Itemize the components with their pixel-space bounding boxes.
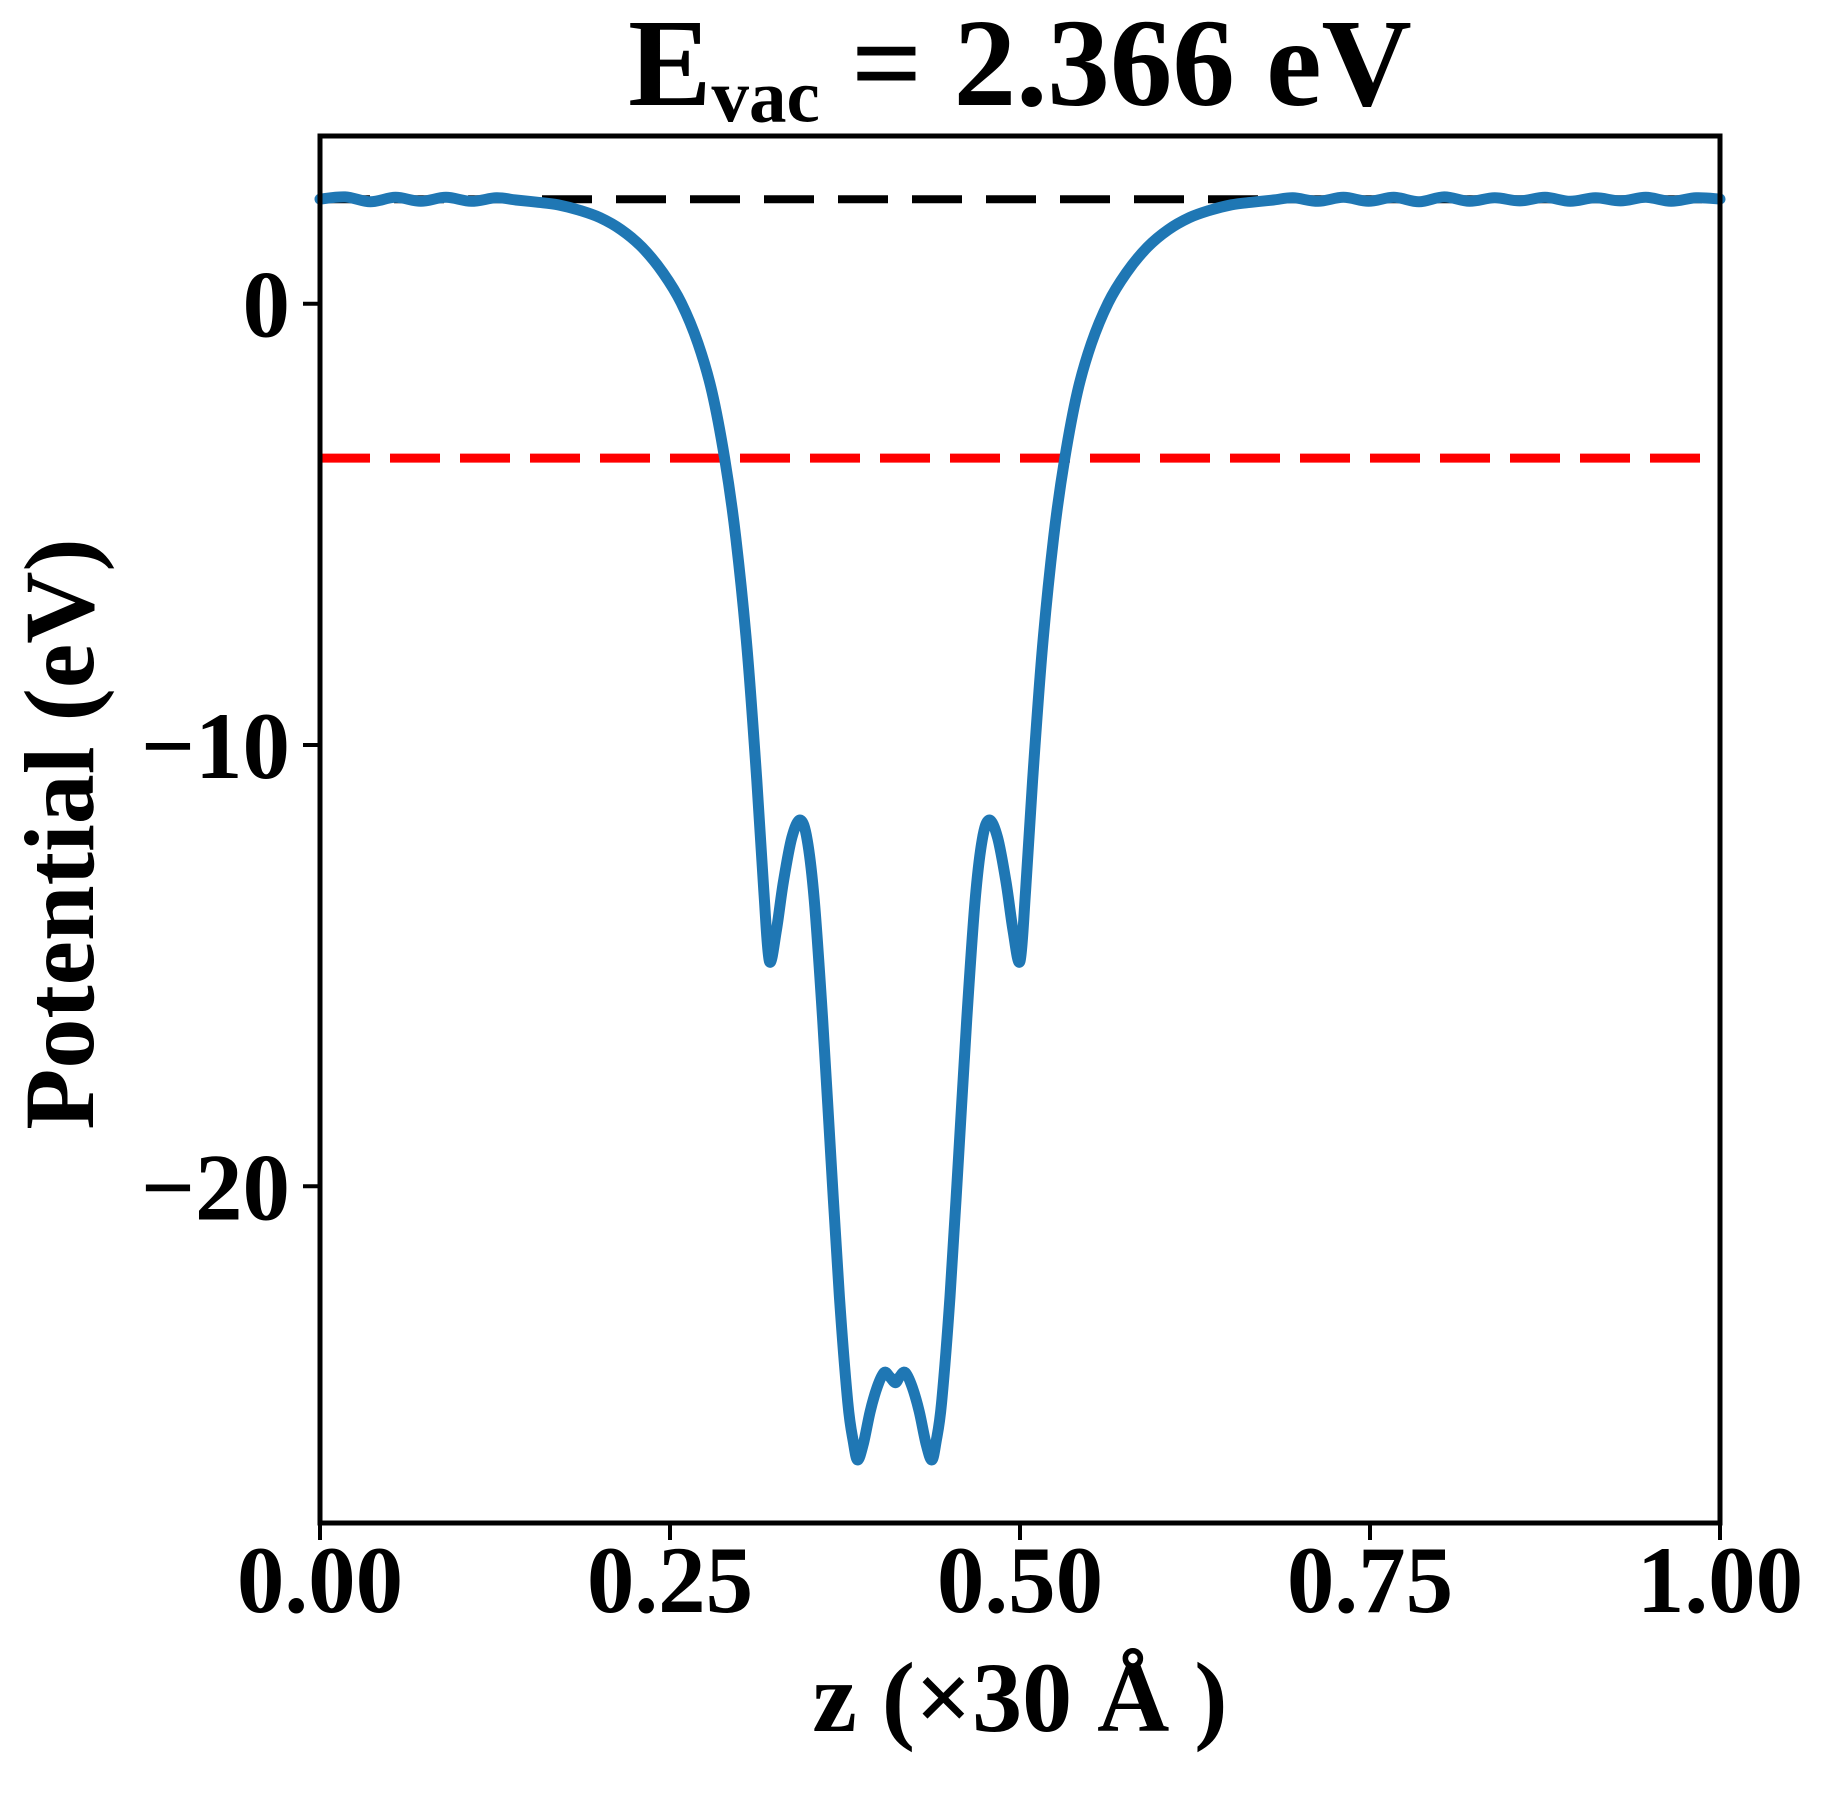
title-subscript: vac: [711, 55, 820, 139]
title-symbol: E: [628, 0, 712, 133]
y-tick-label: 0: [243, 252, 291, 358]
x-axis-label: z (×30 Å ): [812, 1642, 1228, 1753]
axes-border: [317, 133, 1723, 1526]
y-tick-label: −10: [141, 693, 290, 799]
x-tick-label: 0.00: [237, 1527, 403, 1633]
x-tick-label: 1.00: [1637, 1527, 1803, 1633]
y-axis-label: Potential (eV): [4, 538, 115, 1130]
x-tick-label: 0.25: [587, 1527, 753, 1633]
chart-title: Evac = 2.366 eV: [320, 2, 1720, 135]
y-tick-label: −20: [141, 1134, 290, 1240]
x-tick-label: 0.75: [1287, 1527, 1453, 1633]
planar-averaged-potential-curve: [314, 191, 1726, 1466]
x-tick-label: 0.50: [937, 1527, 1103, 1633]
title-value: = 2.366 eV: [819, 0, 1412, 133]
